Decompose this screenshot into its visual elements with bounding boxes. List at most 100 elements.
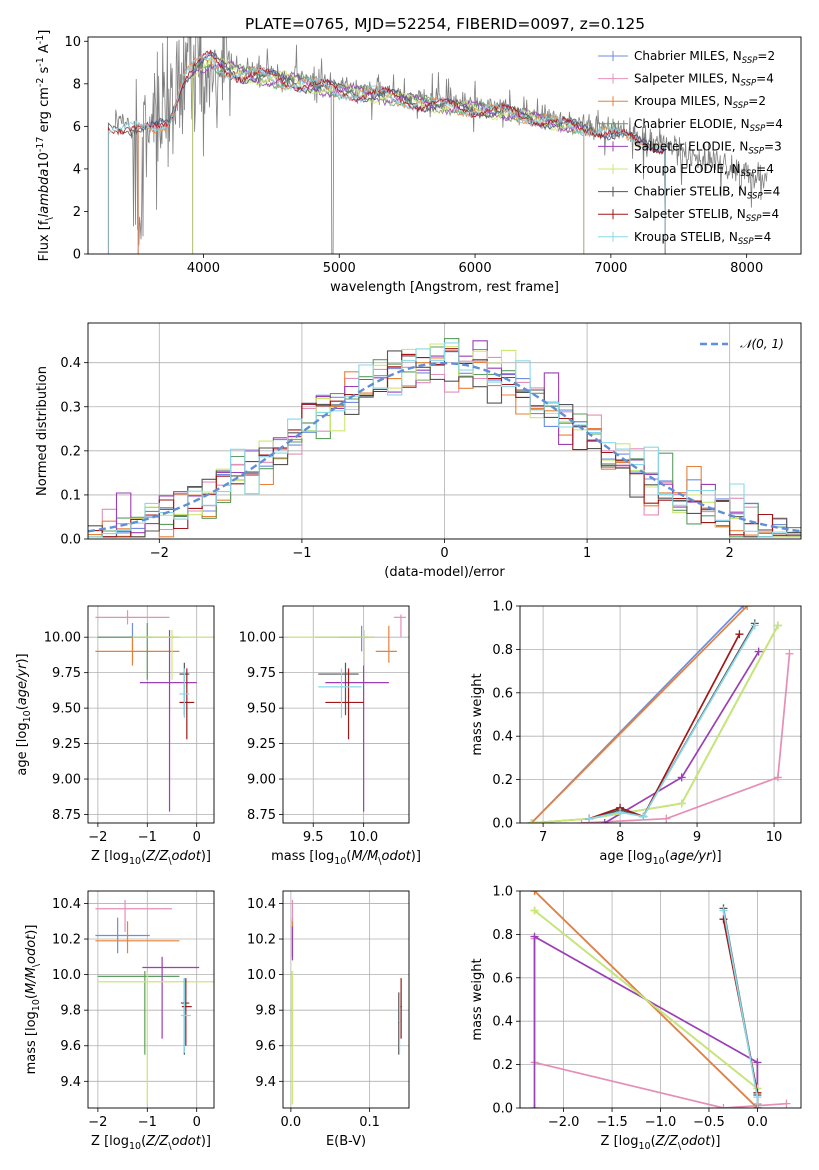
mw_z-xtick-label: −2.0: [548, 1115, 580, 1130]
panel-mw_age: 7 8 9 10 0.0 0.2 0.4 0.6 0.8 1.0 age [log10(age/yr…: [470, 600, 802, 867]
mass_ebv-ytick-label: 10.4: [247, 897, 276, 912]
mass-weight-marker: [530, 891, 539, 895]
mw_z-xtick-label: −0.5: [693, 1115, 725, 1130]
mw_z-ytick-label: 0.8: [492, 928, 513, 943]
mass-weight-marker: [527, 819, 536, 823]
mass-weight-marker: [773, 773, 782, 782]
mw_z-xtick-label: −1.0: [645, 1115, 677, 1130]
legend-series-name: Kroupa STELIB: [634, 230, 721, 244]
age_z-xtick-label: −1: [138, 830, 157, 845]
mw_age-ytick-label: 0.8: [492, 643, 513, 658]
mass-weight-marker: [677, 799, 686, 808]
mw_z-y-axis-label: mass weight: [470, 958, 485, 1040]
spectrum-ytick-label: 6: [73, 120, 81, 135]
residuals-x-axis-label: (data-model)/error: [384, 565, 505, 580]
mass-weight-marker: [577, 819, 586, 823]
panel-age_mass: 9.5 10.0 8.75 9.00 9.25 9.50 9.75 10.00 mass [lo…: [239, 605, 421, 867]
mw_age-xtick-label: 10: [766, 830, 783, 845]
mw_age-ytick-label: 1.0: [492, 600, 513, 615]
age_mass-ytick-label: 8.75: [247, 808, 276, 823]
legend-label: Kroupa MILES, NSSP=2: [634, 94, 766, 111]
spectrum-xtick-label: 4000: [187, 261, 220, 276]
mass_z-ytick-label: 9.4: [60, 1075, 81, 1090]
mass_ebv-frame: [282, 890, 410, 1109]
mass_ebv-ytick-label: 10.0: [247, 968, 276, 983]
panel-mw_z: −2.0 −1.5 −1.0 −0.5 0.0 0.0 0.2 0.4 0.6 0.8 1.0 Z […: [470, 885, 802, 1152]
age_mass-x-axis-label: mass [log10(M/M\odot)]: [271, 849, 421, 867]
legend-nssp-value: 4: [766, 162, 774, 176]
legend-nssp-value: 4: [775, 117, 783, 131]
legend-label: Salpeter ELODIE, NSSP=3: [634, 139, 782, 156]
mw_z-ytick-label: 0.2: [492, 1058, 513, 1073]
age_mass-plot-area: [283, 606, 409, 823]
legend-nssp-value: 2: [758, 94, 766, 108]
residuals-ytick-label: 0.2: [60, 444, 81, 459]
legend-nssp-value: 4: [766, 72, 774, 86]
residuals-xtick-label: 1: [583, 546, 591, 561]
mass_z-ytick-label: 9.8: [60, 1004, 81, 1019]
mw_age-frame: [519, 605, 802, 824]
residuals-plot-area: [88, 323, 801, 539]
spectrum-ytick-label: 0: [73, 248, 81, 263]
mass-weight-marker: [677, 773, 686, 782]
model-spectrum-line: [107, 51, 666, 254]
spectrum-xtick-label: 6000: [459, 261, 492, 276]
model-spectrum-line: [137, 49, 666, 254]
mw_age-ytick-label: 0.0: [492, 817, 513, 832]
mass-weight-line: [533, 935, 759, 1108]
legend-series-name: Kroupa ELODIE: [634, 162, 724, 176]
mass-weight-marker: [773, 621, 782, 630]
residual-histogram-step: [88, 342, 801, 538]
mass-weight-marker: [662, 814, 671, 823]
residuals-xtick-label: 0: [440, 546, 448, 561]
mass-weight-marker: [600, 819, 609, 823]
age_z-x-axis-label: Z [log10(Z/Z\odot)]: [91, 849, 211, 867]
age_z-plot-area: [88, 606, 214, 823]
mw_z-ytick-label: 0.0: [492, 1102, 513, 1117]
spectrum-xtick-label: 7000: [594, 261, 627, 276]
legend-label: Salpeter MILES, NSSP=4: [634, 72, 774, 89]
mass-weight-line: [604, 651, 760, 823]
age_mass-ytick-label: 9.25: [247, 737, 276, 752]
panel-residuals: −2 −1 0 1 2 0.0 0.1 0.2 0.3 0.4 (data-model)/error…: [35, 322, 802, 580]
mass-weight-marker: [785, 649, 794, 658]
mw_z-xtick-label: 0.0: [747, 1115, 768, 1130]
residuals-ytick-label: 0.1: [60, 488, 81, 503]
spectrum-xtick-label: 8000: [730, 261, 763, 276]
mass_z-xtick-label: 0: [193, 1115, 201, 1130]
residuals-xtick-label: −1: [292, 546, 311, 561]
age_z-ytick-label: 9.50: [52, 702, 81, 717]
residuals-y-axis-label: Normed distribution: [35, 366, 50, 496]
spectrum-x-axis-label: wavelength [Angstrom, rest frame]: [330, 280, 559, 295]
legend-nssp-value: 2: [767, 49, 775, 63]
legend-label: Kroupa STELIB, NSSP=4: [634, 230, 771, 247]
legend-label: Salpeter STELIB, NSSP=4: [634, 207, 779, 224]
spectrum-ytick-label: 10: [64, 35, 81, 50]
mw_z-ytick-label: 1.0: [492, 885, 513, 900]
mass_z-ytick-label: 10.0: [52, 968, 81, 983]
legend-series-name: Chabrier MILES: [634, 49, 725, 63]
legend-nssp-value: 4: [773, 185, 781, 199]
mass-weight-marker: [750, 621, 759, 630]
legend-label: Chabrier STELIB, NSSP=4: [634, 185, 780, 202]
mass-weight-marker: [616, 808, 625, 817]
mass-weight-marker: [753, 1058, 762, 1067]
spectrum-ytick-label: 8: [73, 77, 81, 92]
residuals-xtick-label: −2: [150, 546, 169, 561]
legend-label: Chabrier MILES, NSSP=2: [634, 49, 775, 66]
spectrum-plot-area: [107, 37, 768, 254]
mass_ebv-ytick-label: 10.2: [247, 933, 276, 948]
age_mass-ytick-label: 9.00: [247, 773, 276, 788]
legend-series-name: Kroupa MILES: [634, 94, 716, 108]
mass_ebv-ytick-label: 9.8: [255, 1004, 276, 1019]
mw_z-plot-area: [520, 891, 801, 1108]
mw_age-y-axis-label: mass weight: [470, 673, 485, 755]
mass_ebv-plot-area: [283, 891, 409, 1108]
spectrum-frame: [87, 36, 802, 255]
mass-weight-line: [531, 625, 779, 823]
mass_z-plot-area: [88, 891, 214, 1108]
age_z-ytick-label: 10.00: [44, 631, 81, 646]
age_mass-frame: [282, 605, 410, 824]
residuals-ytick-label: 0.0: [60, 533, 81, 548]
